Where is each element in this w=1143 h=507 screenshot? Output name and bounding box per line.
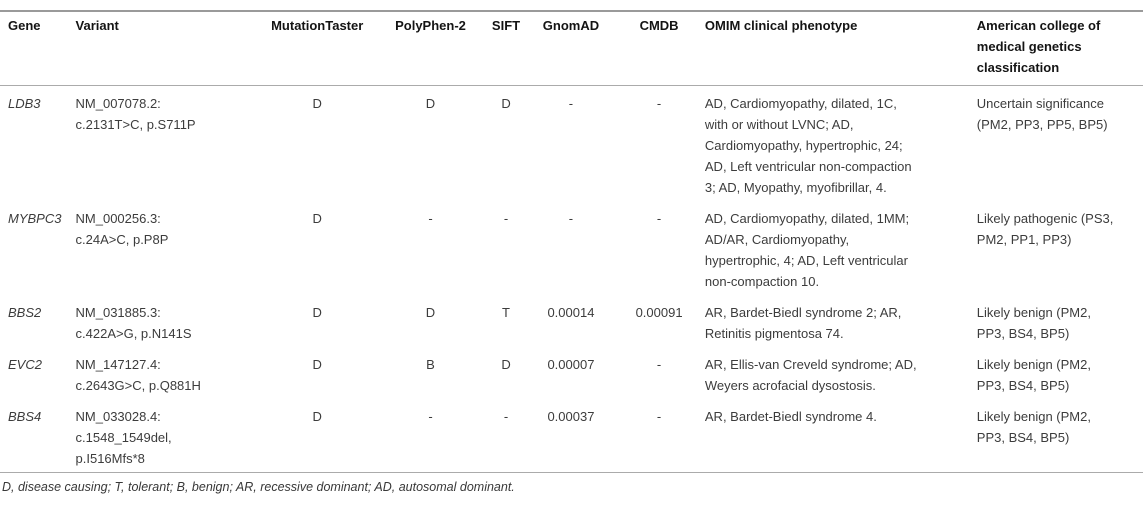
cmdb-cell: 0.00091: [635, 305, 683, 320]
acmg-cell: Likely pathogenic (PS3, PM2, PP1, PP3): [976, 211, 1114, 247]
gene-cell: LDB3: [8, 96, 41, 111]
variant-cell: NM_007078.2: c.2131T>C, p.S711P: [75, 96, 196, 132]
gnomad-cell: -: [568, 96, 574, 111]
cmdb-cell: -: [656, 357, 662, 372]
variant-cell: NM_147127.4: c.2643G>C, p.Q881H: [75, 357, 201, 393]
table-body: LDB3 NM_007078.2: c.2131T>C, p.S711P D D…: [0, 86, 1143, 473]
mutationtaster-cell: D: [312, 96, 322, 111]
sift-cell: D: [501, 96, 511, 111]
column-header-cmdb: CMDB: [613, 11, 705, 86]
gnomad-cell: 0.00007: [547, 357, 595, 372]
sift-cell: -: [503, 211, 509, 226]
omim-cell: AD, Cardiomyopathy, dilated, 1C, with or…: [704, 96, 912, 195]
gene-cell: EVC2: [8, 357, 42, 372]
cmdb-cell: -: [656, 96, 662, 111]
column-header-acmg: American college of medical genetics cla…: [976, 11, 1143, 86]
polyphen2-cell: -: [428, 409, 433, 424]
table-footnote: D, disease causing; T, tolerant; B, beni…: [2, 480, 515, 494]
table-row-mybpc3: MYBPC3 NM_000256.3: c.24A>C, p.P8P D - -…: [0, 201, 1143, 295]
column-header-mutationtaster: MutationTaster: [256, 11, 378, 86]
gene-cell: BBS2: [8, 305, 42, 320]
variant-cell: NM_031885.3: c.422A>G, p.N141S: [75, 305, 192, 341]
mutationtaster-cell: D: [312, 409, 322, 424]
mutationtaster-cell: D: [312, 305, 322, 320]
omim-cell: AR, Bardet-Biedl syndrome 4.: [704, 409, 877, 424]
polyphen2-cell: D: [425, 305, 436, 320]
gnomad-cell: 0.00014: [547, 305, 595, 320]
sift-cell: -: [503, 409, 509, 424]
acmg-cell: Likely benign (PM2, PP3, BS4, BP5): [976, 409, 1091, 445]
polyphen2-cell: -: [428, 211, 433, 226]
acmg-cell: Likely benign (PM2, PP3, BS4, BP5): [976, 305, 1091, 341]
cmdb-cell: -: [656, 409, 662, 424]
genetics-table-container: Gene Variant MutationTaster PolyPhen-2 S…: [0, 10, 1143, 495]
omim-cell: AR, Bardet-Biedl syndrome 2; AR, Retinit…: [704, 305, 902, 341]
table-header: Gene Variant MutationTaster PolyPhen-2 S…: [0, 11, 1143, 86]
column-header-gene: Gene: [0, 11, 76, 86]
column-header-gnomad: GnomAD: [528, 11, 614, 86]
mutationtaster-cell: D: [312, 357, 322, 372]
omim-cell: AD, Cardiomyopathy, dilated, 1MM; AD/AR,…: [704, 211, 910, 289]
acmg-cell: Likely benign (PM2, PP3, BS4, BP5): [976, 357, 1091, 393]
acmg-cell: Uncertain significance (PM2, PP3, PP5, B…: [976, 96, 1108, 132]
header-row: Gene Variant MutationTaster PolyPhen-2 S…: [0, 11, 1143, 86]
variant-cell: NM_033028.4: c.1548_1549del, p.I516Mfs*8: [75, 409, 172, 466]
gene-cell: BBS4: [8, 409, 42, 424]
column-header-sift: SIFT: [483, 11, 529, 86]
table-row-ldb3: LDB3 NM_007078.2: c.2131T>C, p.S711P D D…: [0, 86, 1143, 202]
gnomad-cell: 0.00037: [547, 409, 595, 424]
cmdb-cell: -: [656, 211, 662, 226]
table-row-evc2: EVC2 NM_147127.4: c.2643G>C, p.Q881H D B…: [0, 347, 1143, 399]
gnomad-cell: -: [568, 211, 574, 226]
column-header-omim: OMIM clinical phenotype: [704, 11, 977, 86]
gene-cell: MYBPC3: [8, 211, 62, 226]
omim-cell: AR, Ellis-van Creveld syndrome; AD, Weye…: [704, 357, 917, 393]
table-row-bbs4: BBS4 NM_033028.4: c.1548_1549del, p.I516…: [0, 399, 1143, 473]
gene-variant-table: Gene Variant MutationTaster PolyPhen-2 S…: [0, 10, 1143, 473]
mutationtaster-cell: D: [312, 211, 322, 226]
column-header-variant: Variant: [75, 11, 257, 86]
sift-cell: T: [502, 305, 510, 320]
sift-cell: D: [501, 357, 511, 372]
polyphen2-cell: B: [426, 357, 435, 372]
table-row-bbs2: BBS2 NM_031885.3: c.422A>G, p.N141S D D …: [0, 295, 1143, 347]
variant-cell: NM_000256.3: c.24A>C, p.P8P: [75, 211, 169, 247]
column-header-polyphen2: PolyPhen-2: [377, 11, 484, 86]
polyphen2-cell: D: [425, 96, 436, 111]
